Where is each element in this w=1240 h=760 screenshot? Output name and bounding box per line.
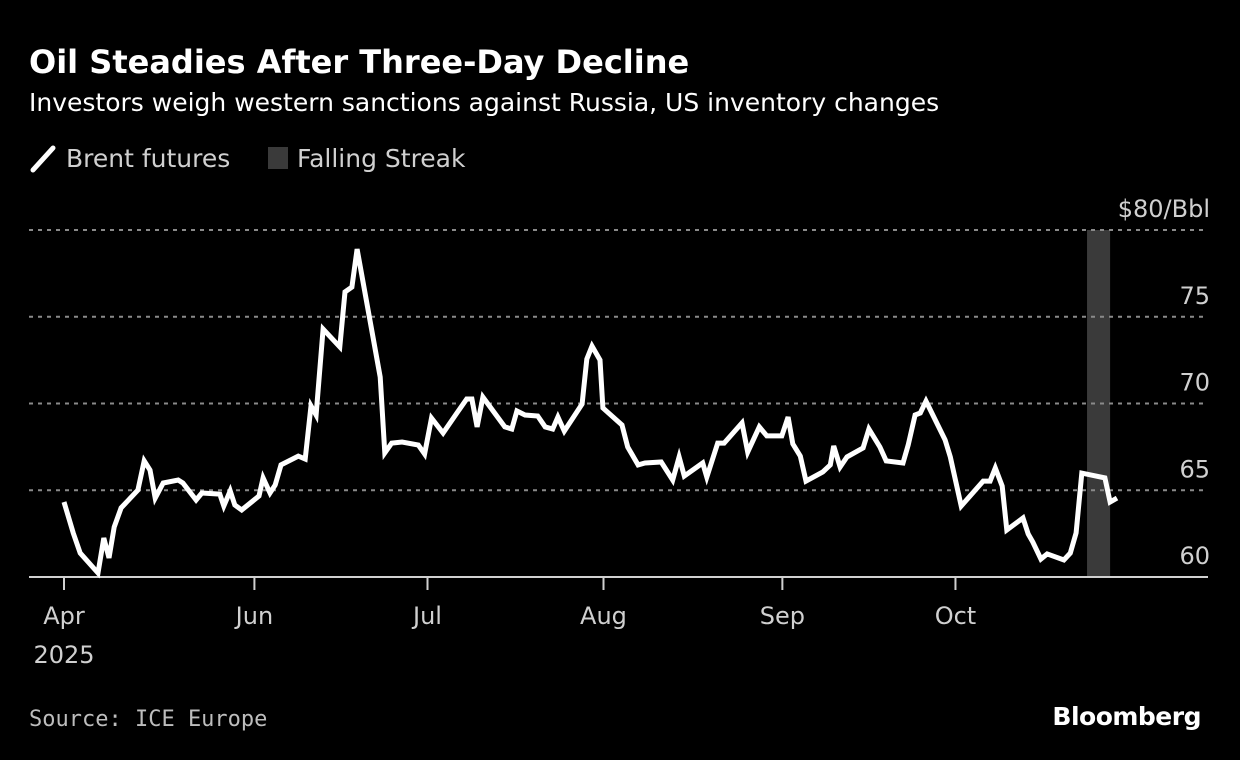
brent-futures-line [61, 248, 1119, 579]
legend-label-falling-streak: Falling Streak [297, 144, 466, 173]
source-note: Source: ICE Europe [29, 707, 267, 732]
falling-streak-band [1087, 230, 1111, 577]
x-axis-ticks: Apr 2025 Jun Jul Aug Sep Oct [33, 577, 976, 669]
chart-title: Oil Steadies After Three-Day Decline [29, 43, 689, 81]
legend: Brent futures Falling Streak [30, 144, 466, 173]
legend-line-swatch [30, 145, 56, 173]
y-tick-label-80: $80/Bbl [1118, 195, 1210, 223]
x-tick-label-apr: Apr [43, 602, 85, 630]
x-tick-label-sep: Sep [760, 602, 805, 630]
x-tick-sublabel-year: 2025 [33, 641, 94, 669]
legend-box-swatch [268, 147, 288, 169]
y-tick-label-60: 60 [1179, 542, 1210, 570]
bloomberg-logo: Bloomberg [1052, 702, 1201, 731]
y-tick-label-75: 75 [1179, 282, 1210, 310]
x-tick-label-aug: Aug [580, 602, 627, 630]
y-tick-label-65: 65 [1179, 455, 1210, 483]
legend-label-brent: Brent futures [66, 144, 230, 173]
chart-subtitle: Investors weigh western sanctions agains… [29, 88, 939, 117]
x-tick-label-jul: Jul [411, 602, 442, 630]
x-tick-label-oct: Oct [935, 602, 977, 630]
y-tick-label-70: 70 [1179, 369, 1210, 397]
y-axis-labels: $80/Bbl 75 70 65 60 [1118, 195, 1210, 570]
x-tick-label-jun: Jun [234, 602, 274, 630]
gridlines [29, 229, 1208, 492]
falling-streak-bar [1087, 230, 1111, 577]
